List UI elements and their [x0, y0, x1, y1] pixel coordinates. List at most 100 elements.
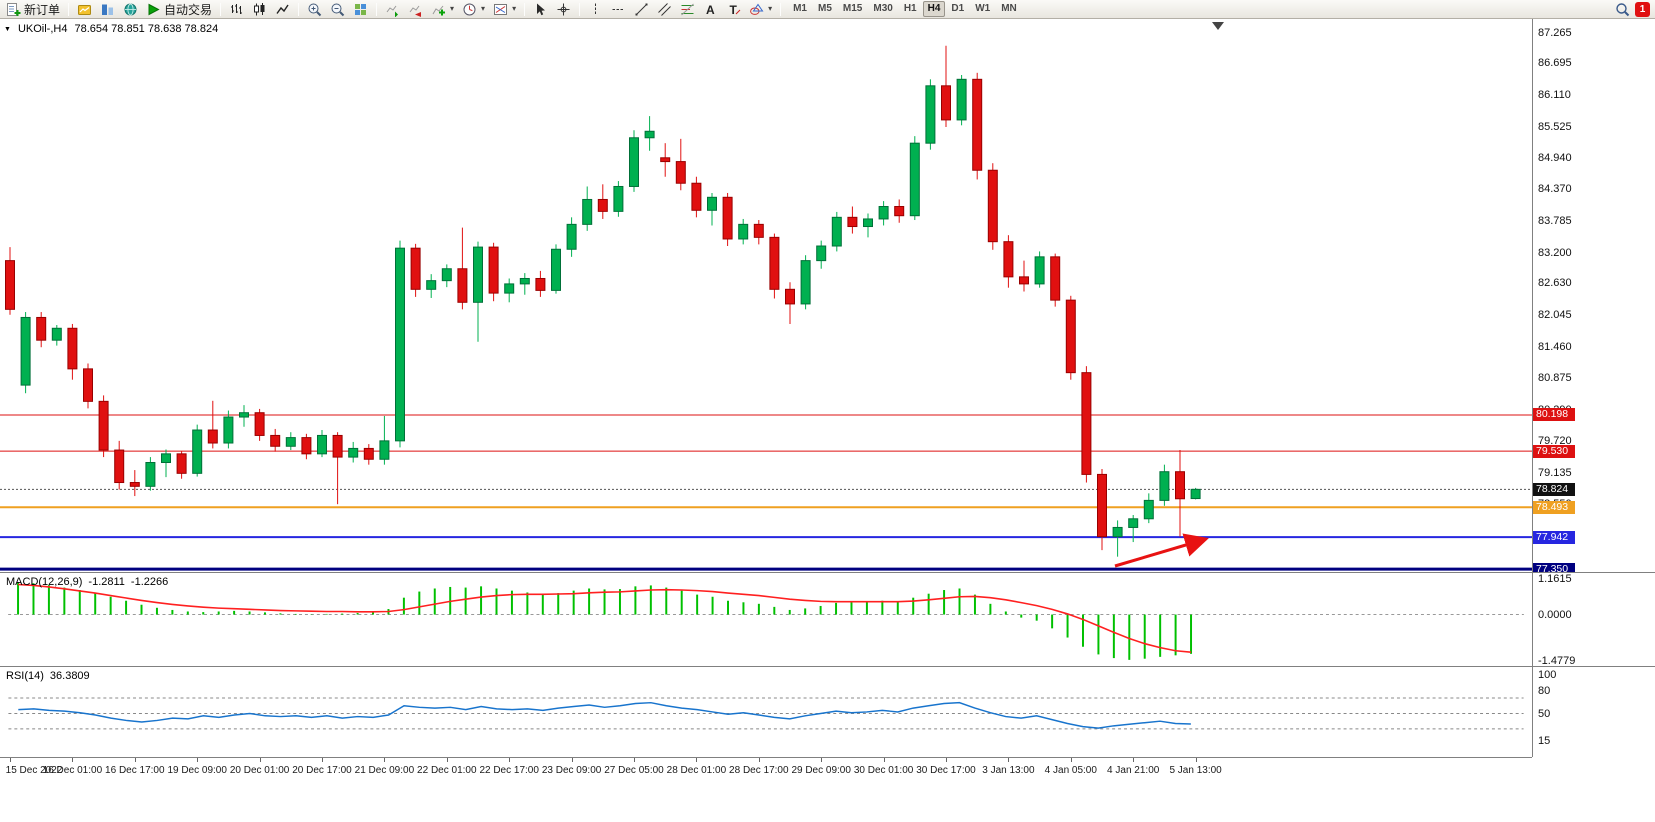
- crosshair-button[interactable]: [553, 1, 574, 18]
- candle: [36, 312, 47, 348]
- chart-shift-button[interactable]: [405, 1, 426, 18]
- timeframe-button-m1[interactable]: M1: [788, 1, 812, 17]
- time-tick: [384, 758, 386, 762]
- autotrade-button[interactable]: 自动交易: [143, 1, 215, 18]
- line-chart-button[interactable]: [272, 1, 293, 18]
- candle: [207, 400, 218, 449]
- text-label-button[interactable]: T: [723, 1, 744, 18]
- candle-body: [597, 198, 608, 212]
- zoom-in-button[interactable]: [304, 1, 325, 18]
- candle-body: [644, 130, 655, 139]
- text-button[interactable]: A: [700, 1, 721, 18]
- zoom-out-button[interactable]: [327, 1, 348, 18]
- notification-badge[interactable]: 1: [1635, 1, 1650, 17]
- candle-body: [1019, 276, 1029, 285]
- candle: [285, 432, 296, 451]
- macd-name: MACD(12,26,9): [6, 576, 83, 588]
- candle: [738, 218, 749, 245]
- candle-body: [769, 236, 780, 290]
- templates-button[interactable]: ▾: [490, 1, 519, 18]
- time-tick: [1008, 758, 1010, 762]
- chart-menu-triangle-icon[interactable]: ▼: [4, 25, 11, 33]
- chart-shift-marker[interactable]: [1212, 22, 1224, 30]
- new-order-button[interactable]: 新订单: [3, 1, 63, 18]
- market-watch-icon: [102, 4, 114, 15]
- candle-body: [909, 142, 920, 217]
- vertical-line-button[interactable]: [585, 1, 606, 18]
- autoscroll-button[interactable]: [382, 1, 403, 18]
- time-label: 20 Dec 01:00: [229, 765, 290, 776]
- price-tick: 79.720: [1538, 434, 1572, 447]
- annotation-arrow[interactable]: [1114, 533, 1209, 568]
- candle-body: [395, 247, 405, 442]
- cursor-button[interactable]: [530, 1, 551, 18]
- time-tick: [509, 758, 511, 762]
- timeframe-button-w1[interactable]: W1: [970, 1, 995, 17]
- price-tick: 87.265: [1538, 26, 1572, 39]
- candle-body: [535, 277, 546, 291]
- timeframe-button-mn[interactable]: MN: [996, 1, 1022, 17]
- market-watch-button[interactable]: [97, 1, 118, 18]
- candle-body: [20, 316, 31, 386]
- candle-body: [1128, 518, 1139, 528]
- tile-windows-button[interactable]: [350, 1, 371, 18]
- candle: [1175, 450, 1185, 537]
- time-axis[interactable]: 15 Dec 2022 16 Dec 01:00 16 Dec 17:00 19 De…: [0, 757, 1532, 779]
- candle: [5, 247, 15, 315]
- candle: [909, 136, 920, 221]
- candle: [1128, 515, 1139, 543]
- candlestick-chart-icon: [254, 2, 265, 15]
- search-button[interactable]: [1612, 1, 1633, 18]
- candle-body: [972, 78, 983, 171]
- candle-body: [1065, 299, 1076, 374]
- text-icon: A: [706, 3, 715, 17]
- channel-button[interactable]: [654, 1, 675, 18]
- price-tick: 86.110: [1538, 89, 1571, 101]
- periods-button[interactable]: ▾: [459, 1, 488, 18]
- timeframe-button-m5[interactable]: M5: [813, 1, 837, 17]
- candle-body: [831, 216, 842, 247]
- trendline-button[interactable]: [631, 1, 652, 18]
- time-tick: [259, 758, 261, 762]
- timeframe-button-d1[interactable]: D1: [946, 1, 969, 17]
- price-chart-canvas[interactable]: [0, 19, 1532, 572]
- timeframe-button-h1[interactable]: H1: [899, 1, 922, 17]
- dropdown-caret-icon: ▾: [450, 4, 455, 13]
- candlestick-chart-button[interactable]: [249, 1, 270, 18]
- macd-signal-line: [17, 583, 1192, 653]
- candle: [722, 192, 733, 247]
- timeframe-button-h4[interactable]: H4: [922, 1, 946, 17]
- candle-body: [223, 416, 234, 444]
- rsi-panel-canvas[interactable]: [0, 666, 1532, 757]
- candle: [348, 441, 359, 463]
- autotrade-label: 自动交易: [164, 2, 213, 17]
- time-label: 16 Dec 01:00: [42, 765, 103, 776]
- candle: [20, 312, 31, 394]
- fibonacci-button[interactable]: [677, 1, 698, 18]
- price-badge: 77.942: [1533, 530, 1575, 544]
- time-label: 20 Dec 17:00: [292, 765, 352, 776]
- timeframe-button-m30[interactable]: M30: [868, 1, 897, 17]
- rsi-axis-tick: 80: [1538, 684, 1551, 697]
- candle-body: [1003, 241, 1014, 278]
- macd-panel-canvas[interactable]: [0, 572, 1532, 666]
- bar-chart-button[interactable]: [226, 1, 247, 18]
- time-tick: [821, 758, 823, 762]
- macd-value-main: -1.2811: [88, 576, 125, 588]
- indicators-button[interactable]: ▾: [428, 1, 457, 18]
- price-axis[interactable]: 87.265 86.695 86.110 85.525 84.940 84.370 83.7…: [1532, 19, 1655, 576]
- community-button[interactable]: [120, 1, 141, 18]
- candle: [894, 199, 905, 223]
- candle-body: [1112, 526, 1123, 538]
- candle: [410, 243, 421, 297]
- timeframe-button-m15[interactable]: M15: [838, 1, 867, 17]
- shapes-button[interactable]: ▾: [746, 1, 775, 18]
- candle: [878, 201, 889, 226]
- line-chart-icon: [276, 4, 289, 14]
- candle: [83, 363, 93, 409]
- profiles-button[interactable]: [74, 1, 95, 18]
- candle: [129, 470, 140, 497]
- candle-body: [566, 223, 577, 250]
- horizontal-line-button[interactable]: [608, 1, 629, 18]
- candle: [98, 395, 109, 458]
